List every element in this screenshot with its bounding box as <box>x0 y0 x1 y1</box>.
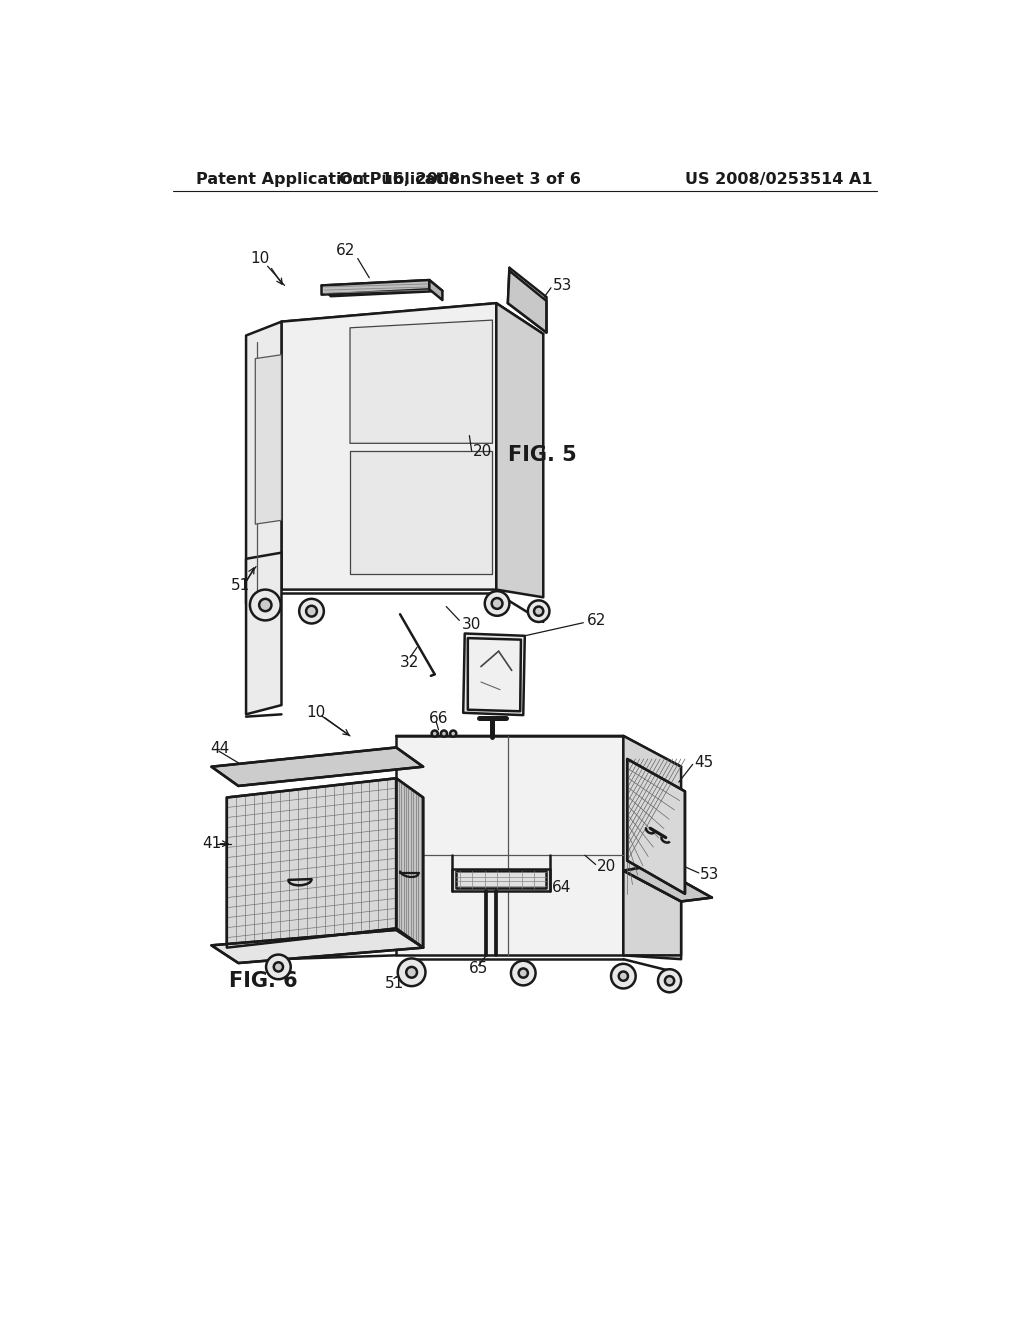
Text: 32: 32 <box>400 655 420 671</box>
Text: 44: 44 <box>211 742 230 756</box>
Polygon shape <box>468 638 521 711</box>
Circle shape <box>266 954 291 979</box>
Circle shape <box>492 598 503 609</box>
Text: FIG. 6: FIG. 6 <box>229 970 298 991</box>
Text: 20: 20 <box>473 444 493 458</box>
Text: Patent Application Publication: Patent Application Publication <box>196 172 471 186</box>
Text: 41: 41 <box>202 836 221 851</box>
Text: 51: 51 <box>230 578 250 593</box>
Text: 65: 65 <box>469 961 488 975</box>
Polygon shape <box>282 304 544 351</box>
Polygon shape <box>255 355 282 524</box>
Circle shape <box>511 961 536 985</box>
Polygon shape <box>350 451 493 574</box>
Polygon shape <box>628 759 685 894</box>
Polygon shape <box>429 280 442 300</box>
Polygon shape <box>226 779 396 948</box>
Text: 62: 62 <box>336 243 355 259</box>
Circle shape <box>451 730 457 737</box>
Text: 53: 53 <box>553 279 571 293</box>
Text: 53: 53 <box>700 867 720 882</box>
Polygon shape <box>322 280 429 294</box>
Circle shape <box>407 968 417 978</box>
Text: 51: 51 <box>385 977 403 991</box>
Circle shape <box>397 958 425 986</box>
Circle shape <box>273 962 283 972</box>
Circle shape <box>306 606 316 616</box>
Circle shape <box>299 599 324 623</box>
Circle shape <box>250 590 281 620</box>
Polygon shape <box>211 929 423 964</box>
Circle shape <box>484 591 509 615</box>
Circle shape <box>658 969 681 993</box>
Circle shape <box>432 730 438 737</box>
Polygon shape <box>624 871 681 956</box>
Circle shape <box>518 969 528 978</box>
Circle shape <box>535 607 544 616</box>
Text: 20: 20 <box>596 859 615 874</box>
Text: 30: 30 <box>462 616 481 632</box>
Polygon shape <box>453 869 550 891</box>
Polygon shape <box>508 271 547 333</box>
Polygon shape <box>463 634 524 715</box>
Polygon shape <box>396 779 423 948</box>
Circle shape <box>259 599 271 611</box>
Circle shape <box>611 964 636 989</box>
Polygon shape <box>396 737 624 956</box>
Polygon shape <box>624 866 712 902</box>
Polygon shape <box>497 304 544 598</box>
Text: US 2008/0253514 A1: US 2008/0253514 A1 <box>685 172 872 186</box>
Polygon shape <box>211 747 423 785</box>
Text: 66: 66 <box>429 711 449 726</box>
Polygon shape <box>246 322 282 603</box>
Text: 45: 45 <box>694 755 714 771</box>
Polygon shape <box>350 321 493 444</box>
Text: 10: 10 <box>250 251 269 267</box>
Text: FIG. 5: FIG. 5 <box>508 445 577 465</box>
Text: Oct. 16, 2008  Sheet 3 of 6: Oct. 16, 2008 Sheet 3 of 6 <box>339 172 581 186</box>
Polygon shape <box>624 737 681 960</box>
Circle shape <box>528 601 550 622</box>
Text: 64: 64 <box>552 880 571 895</box>
Polygon shape <box>396 737 681 767</box>
Circle shape <box>618 972 628 981</box>
Text: 10: 10 <box>306 705 326 721</box>
Text: 62: 62 <box>587 612 606 628</box>
Circle shape <box>441 730 447 737</box>
Circle shape <box>665 977 674 985</box>
Polygon shape <box>282 304 497 590</box>
Polygon shape <box>246 553 282 714</box>
Polygon shape <box>456 871 547 888</box>
Polygon shape <box>322 280 442 296</box>
